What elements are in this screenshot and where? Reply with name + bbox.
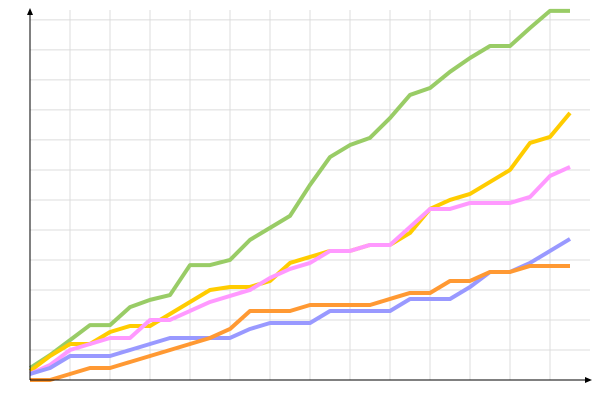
series-line: [29, 237, 572, 376]
y-axis-arrow: [27, 8, 33, 15]
series-line: [30, 263, 570, 382]
series-line: [29, 165, 571, 376]
series-line: [28, 111, 572, 373]
x-axis-arrow: [585, 377, 592, 383]
series-line: [28, 8, 570, 370]
